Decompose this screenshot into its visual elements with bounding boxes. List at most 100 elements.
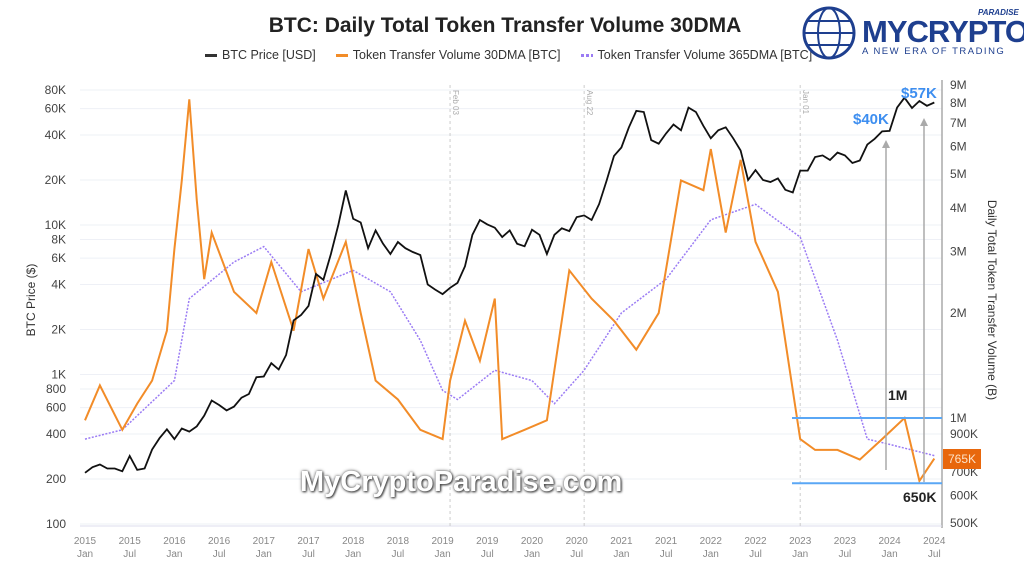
y-right-tick-label: 5M: [950, 167, 967, 181]
y-left-axis-label: BTC Price ($): [24, 264, 38, 337]
y-right-tick-label: 600K: [950, 488, 978, 502]
y-left-tick-label: 20K: [45, 173, 66, 187]
x-tick-year: 2021: [655, 536, 678, 547]
event-line-label: Aug 22: [585, 90, 594, 116]
x-tick-month: Jul: [213, 549, 226, 560]
y-left-tick-label: 1K: [51, 368, 66, 382]
x-tick-month: Jul: [660, 549, 673, 560]
legend: BTC Price [USD] Token Transfer Volume 30…: [205, 48, 812, 62]
x-tick-year: 2022: [744, 536, 767, 547]
y-left-tick-label: 8K: [51, 232, 66, 246]
y-left-tick-label: 40K: [45, 128, 66, 142]
legend-label: Token Transfer Volume 30DMA [BTC]: [352, 48, 561, 62]
chart-title: BTC: Daily Total Token Transfer Volume 3…: [268, 14, 742, 37]
y-right-tick-label: 7M: [950, 116, 967, 130]
y-right-tick-label: 900K: [950, 427, 978, 441]
legend-swatch: [205, 53, 217, 57]
y-right-tick-label: 6M: [950, 140, 967, 154]
series-30dma-line: [84, 99, 936, 484]
x-tick-month: Jul: [928, 549, 941, 560]
legend-item-30dma[interactable]: Token Transfer Volume 30DMA [BTC]: [335, 48, 561, 62]
x-tick-month: Jul: [392, 549, 405, 560]
event-line-label: Jan 01: [801, 90, 810, 115]
x-tick-year: 2015: [74, 536, 97, 547]
y-left-tick-label: 4K: [51, 277, 66, 291]
x-tick-month: Jan: [792, 549, 808, 560]
globe-icon: [802, 6, 856, 60]
legend-item-btc-price[interactable]: BTC Price [USD]: [205, 48, 316, 62]
legend-item-365dma[interactable]: Token Transfer Volume 365DMA [BTC]: [580, 48, 813, 62]
x-tick-year: 2023: [789, 536, 812, 547]
x-tick-month: Jan: [524, 549, 540, 560]
annotation-1m: 1M: [888, 387, 908, 403]
legend-swatch: [580, 53, 593, 57]
legend-label: Token Transfer Volume 365DMA [BTC]: [597, 48, 813, 62]
x-tick-month: Jul: [481, 549, 494, 560]
y-left-tick-label: 200: [46, 472, 66, 486]
x-tick-year: 2020: [566, 536, 589, 547]
logo-tagline: A NEW ERA OF TRADING: [862, 46, 1006, 57]
x-tick-year: 2022: [700, 536, 723, 547]
y-right-axis-label: Daily Total Token Transfer Volume (B): [985, 200, 999, 400]
x-tick-month: Jan: [166, 549, 182, 560]
logo: PARADISE MYCRYPTO A NEW ERA OF TRADING: [800, 4, 1024, 64]
x-tick-year: 2018: [342, 536, 365, 547]
legend-label: BTC Price [USD]: [222, 48, 316, 62]
y-left-tick-label: 80K: [45, 83, 66, 97]
x-tick-month: Jan: [613, 549, 629, 560]
x-tick-month: Jan: [882, 549, 898, 560]
current-value-badge: 765K: [943, 449, 981, 469]
x-tick-month: Jan: [256, 549, 272, 560]
x-tick-month: Jan: [77, 549, 93, 560]
x-tick-year: 2016: [208, 536, 231, 547]
x-tick-year: 2024: [923, 536, 946, 547]
arrow-head-icon: [920, 118, 928, 126]
x-tick-year: 2019: [431, 536, 454, 547]
x-tick-month: Jul: [839, 549, 852, 560]
x-tick-month: Jul: [749, 549, 762, 560]
y-right-tick-label: 500K: [950, 516, 978, 530]
arrow-head-icon: [882, 140, 890, 148]
x-tick-year: 2016: [163, 536, 186, 547]
x-tick-month: Jan: [435, 549, 451, 560]
watermark: MyCryptoParadise.com: [300, 466, 623, 498]
y-left-tick-label: 400: [46, 427, 66, 441]
x-tick-year: 2018: [387, 536, 410, 547]
y-left-tick-label: 10K: [45, 218, 66, 232]
y-left-tick-label: 600: [46, 401, 66, 415]
x-tick-year: 2023: [834, 536, 857, 547]
x-tick-month: Jan: [703, 549, 719, 560]
y-right-tick-label: 1M: [950, 411, 967, 425]
x-tick-year: 2021: [610, 536, 633, 547]
series-365dma-line: [84, 203, 935, 457]
x-tick-month: Jul: [570, 549, 583, 560]
legend-swatch: [335, 53, 348, 57]
y-right-tick-label: 4M: [950, 201, 967, 215]
annotation-40k: $40K: [853, 111, 889, 128]
logo-sup: PARADISE: [978, 8, 1019, 17]
y-right-tick-label: 2M: [950, 306, 967, 320]
y-left-tick-label: 100: [46, 517, 66, 531]
x-tick-year: 2024: [878, 536, 901, 547]
logo-name: MYCRYPTO: [862, 14, 1024, 49]
y-right-tick-label: 3M: [950, 245, 967, 259]
x-tick-month: Jan: [345, 549, 361, 560]
y-left-tick-label: 2K: [51, 322, 66, 336]
annotation-57k: $57K: [901, 85, 937, 102]
y-left-tick-label: 6K: [51, 251, 66, 265]
x-tick-year: 2020: [521, 536, 544, 547]
y-left-tick-label: 800: [46, 382, 66, 396]
x-tick-year: 2017: [297, 536, 320, 547]
annotation-650k: 650K: [903, 489, 937, 505]
x-tick-year: 2017: [253, 536, 276, 547]
y-right-tick-label: 9M: [950, 78, 967, 92]
y-right-tick-label: 8M: [950, 96, 967, 110]
y-left-tick-label: 60K: [45, 102, 66, 116]
x-tick-month: Jul: [123, 549, 136, 560]
series-btc-price-line: [84, 96, 935, 474]
x-tick-year: 2019: [476, 536, 499, 547]
x-tick-month: Jul: [302, 549, 315, 560]
x-tick-year: 2015: [119, 536, 142, 547]
event-line-label: Feb 03: [451, 90, 460, 115]
